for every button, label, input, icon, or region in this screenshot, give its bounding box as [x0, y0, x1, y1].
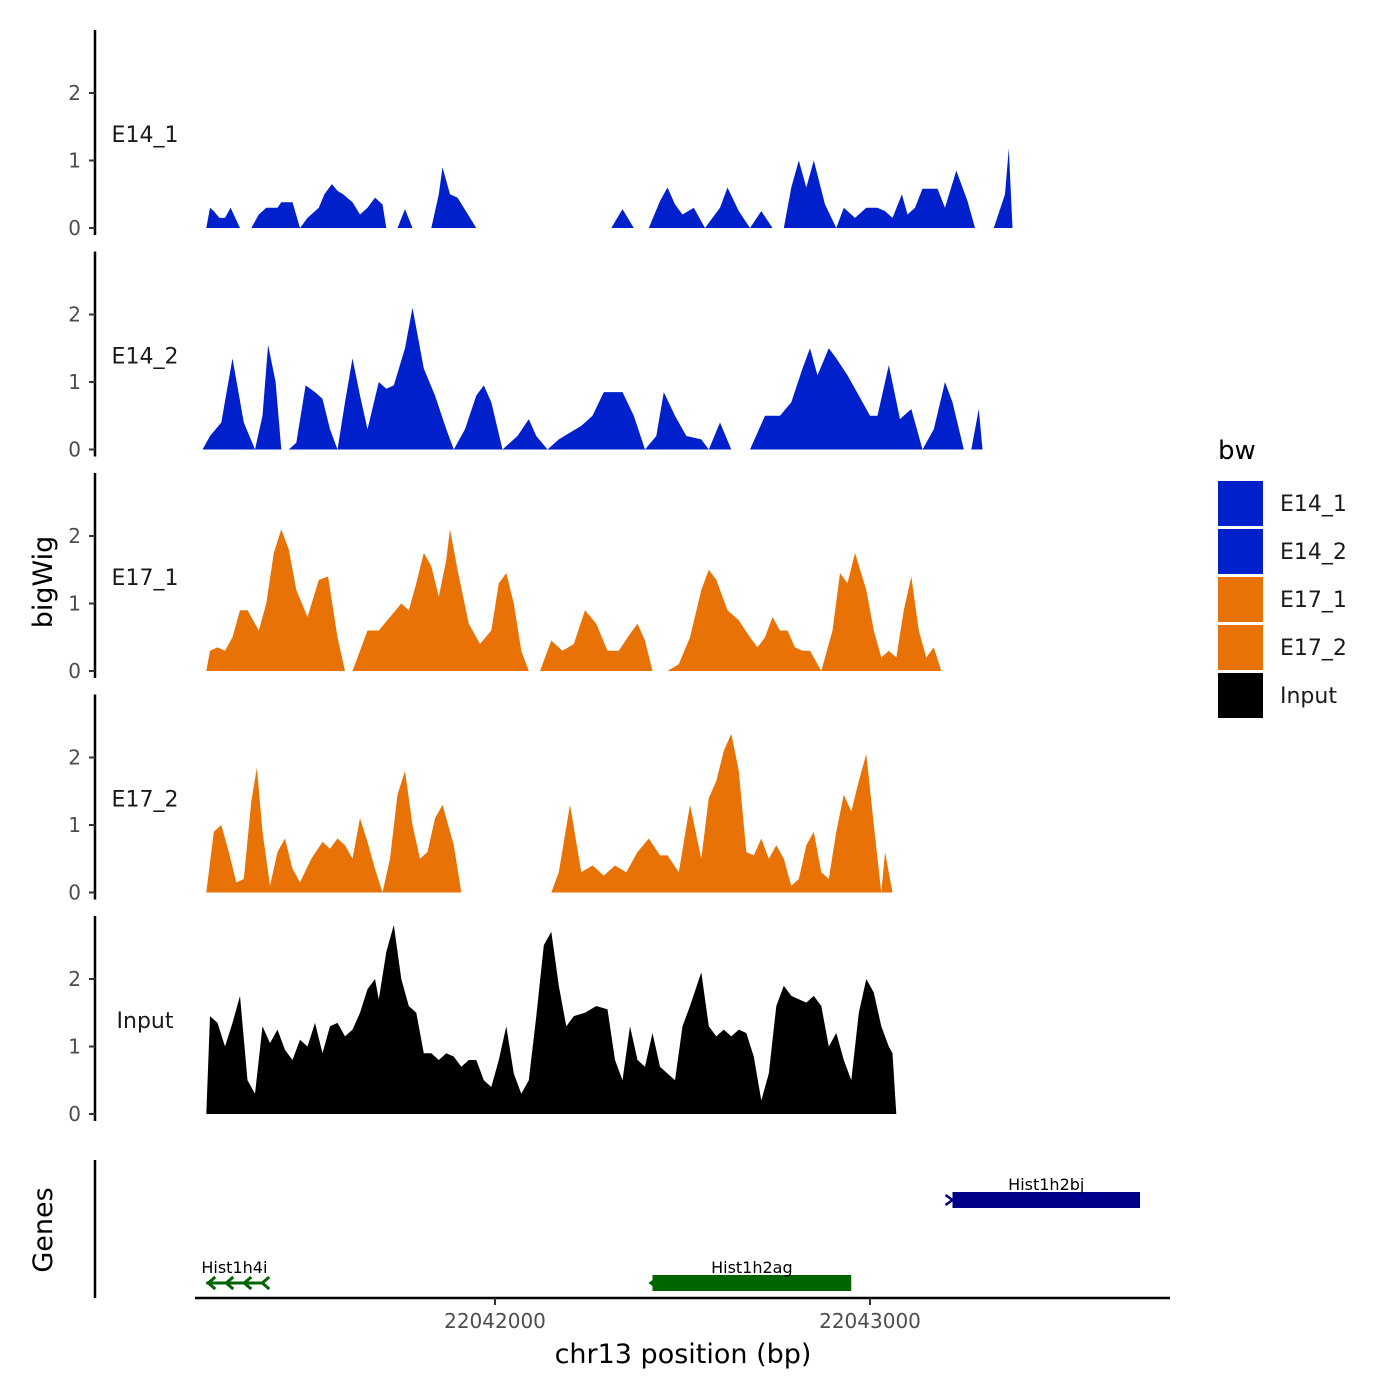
y-tick-label: 2 — [68, 524, 81, 548]
y-tick-label: 1 — [68, 370, 81, 394]
gene-label: Hist1h2ag — [711, 1258, 793, 1277]
track-area-Input — [206, 925, 897, 1114]
legend-swatch-E17_2 — [1218, 625, 1263, 670]
y-tick-label: 1 — [68, 1035, 81, 1059]
track-area-E17_1 — [206, 529, 942, 671]
gene-body — [952, 1192, 1140, 1208]
legend-swatch-Input — [1218, 673, 1263, 718]
y-tick-label: 2 — [68, 967, 81, 991]
y-tick-label: 2 — [68, 81, 81, 105]
track-label: E17_2 — [112, 788, 179, 813]
strand-arrow — [205, 1275, 217, 1291]
y-tick-label: 0 — [68, 1102, 81, 1126]
y-tick-label: 2 — [68, 746, 81, 770]
legend-swatch-E17_1 — [1218, 577, 1263, 622]
y-tick-label: 1 — [68, 149, 81, 173]
legend-label: E17_1 — [1280, 588, 1347, 613]
legend-swatch-E14_1 — [1218, 481, 1263, 526]
y-tick-label: 2 — [68, 303, 81, 327]
track-area-E14_2 — [202, 307, 983, 450]
legend-swatch-E14_2 — [1218, 529, 1263, 574]
x-axis: 22042000 22043000 — [195, 1296, 1170, 1333]
legend-label: E17_2 — [1280, 636, 1347, 661]
y-tick-label: 1 — [68, 592, 81, 616]
genes-panel: Hist1h4i Hist1h2ag Hist1h2bj — [93, 1160, 1140, 1298]
gene-Hist1h2ag: Hist1h2ag — [648, 1258, 852, 1291]
strand-arrow — [648, 1276, 659, 1290]
gene-label: Hist1h4i — [201, 1258, 267, 1277]
gene-body — [652, 1275, 852, 1291]
strand-arrow — [944, 1193, 955, 1207]
track-label: E14_2 — [112, 345, 179, 370]
track-label: E17_1 — [112, 566, 179, 591]
track-E17_2: 0 1 2 E17_2 — [68, 694, 893, 905]
strand-arrow — [259, 1275, 271, 1291]
y-tick-label: 0 — [68, 438, 81, 462]
y-tick-label: 0 — [68, 216, 81, 240]
track-E14_2: 0 1 2 E14_2 — [68, 251, 983, 462]
x-axis-title: chr13 position (bp) — [555, 1339, 812, 1370]
track-E17_1: 0 1 2 E17_1 — [68, 473, 942, 683]
strand-arrow — [223, 1275, 235, 1291]
genes-axis-title: Genes — [28, 1187, 59, 1272]
strand-arrow — [241, 1275, 253, 1291]
gene-Hist1h4i: Hist1h4i — [201, 1258, 271, 1291]
legend-label: E14_1 — [1280, 492, 1347, 517]
tracks: 0 1 2 E14_1 0 1 2 E14_2 0 1 2 E17_1 0 1 2 E17_2 0 1 2 Input — [68, 30, 1013, 1126]
track-Input: 0 1 2 Input — [68, 916, 897, 1126]
track-E14_1: 0 1 2 E14_1 — [68, 30, 1013, 240]
legend-label: E14_2 — [1280, 540, 1347, 565]
track-label: E14_1 — [112, 123, 179, 148]
track-area-E14_1 — [206, 148, 1013, 228]
x-tick-label: 22042000 — [444, 1309, 546, 1333]
y-tick-label: 0 — [68, 659, 81, 683]
x-tick-label: 22043000 — [819, 1309, 921, 1333]
y-tick-label: 1 — [68, 813, 81, 837]
legend: bw E14_1 E14_2 E17_1 E17_2 Input — [1218, 436, 1347, 718]
y-axis-title: bigWig — [28, 536, 59, 629]
gene-Hist1h2bj: Hist1h2bj — [944, 1175, 1140, 1208]
track-label: Input — [117, 1009, 174, 1034]
gene-label: Hist1h2bj — [1008, 1175, 1084, 1194]
y-tick-label: 0 — [68, 881, 81, 905]
legend-label: Input — [1280, 684, 1337, 709]
track-area-E17_2 — [206, 733, 893, 893]
legend-title: bw — [1218, 436, 1256, 466]
